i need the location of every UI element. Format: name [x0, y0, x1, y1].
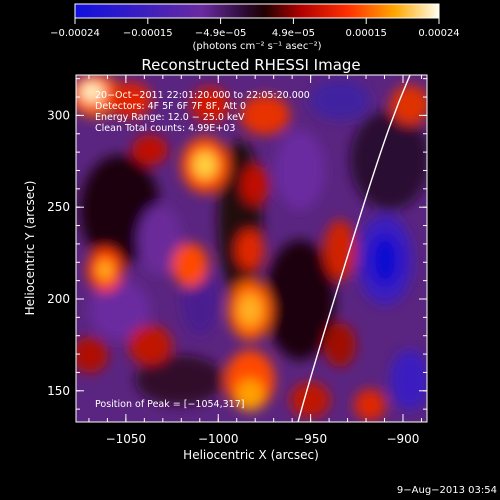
plot-title: Reconstructed RHESSI Image: [141, 56, 360, 74]
y-tick-label: 250: [47, 200, 70, 214]
y-tick-label: 150: [47, 384, 70, 398]
colorbar-unit-label: (photons cm⁻² s⁻¹ asec⁻²): [192, 41, 321, 52]
colorbar: −0.00024 −0.00015 −4.9e−05 4.9e−05 0.00015 0.…: [50, 3, 460, 52]
annotation-detectors: Detectors: 4F 5F 6F 7F 8F, Att 0: [95, 101, 246, 112]
x-tick-label: −1000: [198, 432, 239, 446]
colorbar-tick-label: 0.00015: [346, 28, 387, 39]
annotation-energy: Energy Range: 12.0 − 25.0 keV: [95, 112, 245, 123]
colorbar-tick-label: −0.00024: [50, 28, 100, 39]
colorbar-gradient: [74, 3, 440, 19]
y-tick-label: 300: [47, 108, 70, 122]
y-tick-label: 200: [47, 292, 70, 306]
colorbar-tick-label: −0.00015: [123, 28, 173, 39]
solar-limb-curve: [297, 75, 411, 422]
annotation-clean: Clean Total counts: 4.99E+03: [95, 123, 235, 134]
colorbar-tick-label: −4.9e−05: [195, 28, 247, 39]
plot-frame: [75, 74, 428, 423]
y-axis-label: Heliocentric Y (arcsec): [23, 181, 37, 316]
footer-date: 9−Aug−2013 03:54: [397, 485, 497, 496]
rhessi-image: [76, 75, 427, 422]
x-tick-label: −950: [294, 432, 327, 446]
colorbar-tick-label: 4.9e−05: [272, 28, 315, 39]
colorbar-ticks: −0.00024 −0.00015 −4.9e−05 4.9e−05 0.00015 0.…: [50, 18, 460, 39]
x-tick-label: −900: [386, 432, 419, 446]
annotation-block: 20−Oct−2011 22:01:20.000 to 22:05:20.000…: [95, 90, 310, 410]
annotation-peak: Position of Peak = [−1054,317]: [95, 399, 244, 410]
x-tick-label: −1050: [106, 432, 147, 446]
annotation-time-range: 20−Oct−2011 22:01:20.000 to 22:05:20.000: [95, 90, 310, 101]
axis-ticks: −1050 −1000 −950 −900 150 200 250 300: [47, 75, 427, 446]
colorbar-tick-label: 0.00024: [418, 28, 459, 39]
x-axis-label: Heliocentric X (arcsec): [183, 448, 319, 462]
